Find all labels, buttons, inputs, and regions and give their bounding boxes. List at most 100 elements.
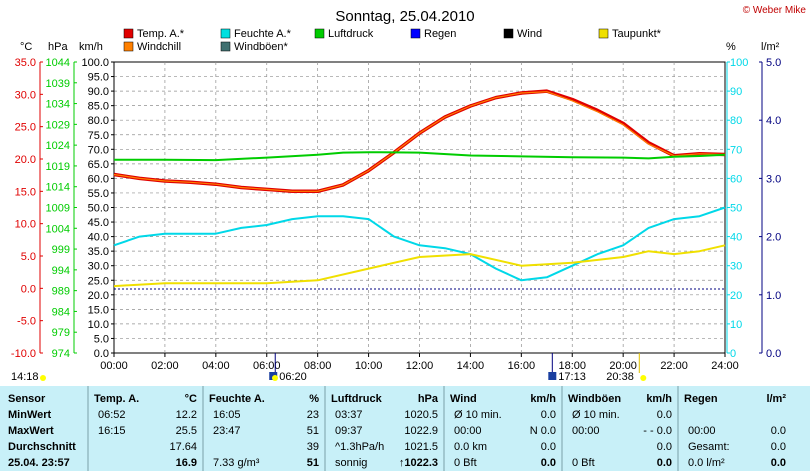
temp-unit-label: °C [20, 41, 32, 53]
table-cell-value: 0.0 [541, 409, 556, 421]
table-header: Regen [684, 393, 718, 405]
table-cell-time: 0 Bft [454, 457, 477, 469]
series-line-feuchte-a [113, 206, 726, 282]
table-cell-time: 0 Bft [572, 457, 595, 469]
temp-tick-label: 20.0 [15, 154, 36, 166]
table-cell-value: 51 [307, 457, 319, 469]
moon-icon [40, 375, 46, 381]
pressure-tick-label: 1039 [46, 78, 70, 90]
table-row-label: MaxWert [8, 425, 54, 437]
wind-tick-label: 30.0 [88, 261, 109, 273]
pressure-tick-label: 1009 [46, 203, 70, 215]
humidity-tick-label: 10 [730, 319, 742, 331]
wind-tick-label: 55.0 [88, 188, 109, 200]
wind-tick-label: 40.0 [88, 232, 109, 244]
pressure-tick-label: 1034 [46, 99, 70, 111]
table-cell-time: sonnig [335, 457, 367, 469]
axis-ticks: 35.0 30.0 25.0 20.0 15.0 10.0 5.0 0.0 -5.0 -10.0 1… [11, 57, 781, 360]
legend-label: Taupunkt* [612, 28, 662, 40]
table-cell-time: 00:00 [688, 425, 716, 437]
table-cell-value: 1021.5 [404, 441, 438, 453]
table-header: Feuchte A. [209, 393, 265, 405]
table-cell-value: 17.64 [169, 441, 197, 453]
table-cell-time: Ø 10 min. [572, 409, 620, 421]
pressure-tick-label: 974 [52, 348, 70, 360]
legend-swatch [220, 41, 231, 52]
table-cell-value: 0.0 [771, 425, 786, 437]
table-header-unit: km/h [646, 393, 672, 405]
wind-unit-label: km/h [79, 41, 103, 53]
table-header: Wind [450, 393, 477, 405]
rain-tick-label: 2.0 [766, 232, 781, 244]
series-line-luftdruck [114, 151, 726, 162]
wind-tick-label: 75.0 [88, 130, 109, 142]
x-tick-label: 06:00 [253, 360, 281, 372]
table-cell-value: - - 0.0 [643, 425, 672, 437]
legend-label: Luftdruck [328, 28, 374, 40]
legend-label: Feuchte A.* [234, 28, 292, 40]
temp-tick-label: -5.0 [17, 316, 36, 328]
x-tick-label: 22:00 [660, 360, 688, 372]
pressure-tick-label: 1004 [46, 223, 70, 235]
x-tick-label: 04:00 [202, 360, 230, 372]
table-cell-time: 06:52 [98, 409, 126, 421]
x-tick-label: 18:00 [558, 360, 586, 372]
sun-markers: 06:20 17:13 20:38 14:18 [11, 353, 647, 383]
x-tick-label: 02:00 [151, 360, 179, 372]
pressure-tick-label: 989 [52, 286, 70, 298]
table-header-unit: l/m² [766, 393, 786, 405]
x-tick-label: 24:00 [711, 360, 739, 372]
rain-tick-label: 4.0 [766, 115, 781, 127]
x-tick-label: 20:00 [609, 360, 637, 372]
wind-tick-label: 100.0 [81, 57, 109, 69]
humidity-tick-label: 50 [730, 203, 742, 215]
table-background [0, 386, 810, 471]
pressure-tick-label: 1019 [46, 161, 70, 173]
legend-swatch [123, 28, 134, 39]
legend-label: Wind [517, 28, 542, 40]
legend-swatch [220, 28, 231, 39]
table-cell-time: 03:37 [335, 409, 363, 421]
table-cell-time: 09:37 [335, 425, 363, 437]
table-cell-value: 25.5 [176, 425, 197, 437]
table-cell-time: 7.33 g/m³ [213, 457, 260, 469]
table-cell-value: 0.0 [771, 457, 786, 469]
rain-tick-label: 5.0 [766, 57, 781, 69]
table-header-unit: % [309, 393, 319, 405]
table-cell-value: ↑1022.3 [399, 457, 438, 469]
wind-tick-label: 20.0 [88, 290, 109, 302]
table-cell-time: 23:47 [213, 425, 241, 437]
wind-tick-label: 5.0 [94, 333, 109, 345]
temp-tick-label: 35.0 [15, 57, 36, 69]
pressure-tick-label: 979 [52, 327, 70, 339]
table-cell-value: 1020.5 [404, 409, 438, 421]
sun-icon [272, 375, 278, 381]
legend-swatch [410, 28, 421, 39]
pressure-tick-label: 1014 [46, 182, 70, 194]
pressure-tick-label: 999 [52, 244, 70, 256]
table-cell-value: 0.0 [541, 457, 556, 469]
humidity-tick-label: 70 [730, 144, 742, 156]
table-cell-value: 39 [307, 441, 319, 453]
pressure-tick-label: 1044 [46, 57, 70, 69]
rain-tick-label: 1.0 [766, 290, 781, 302]
table-header: Temp. A. [94, 393, 139, 405]
statistics-table: Sensor Temp. A. °C Feuchte A.% Luftdruck hPa W… [0, 386, 810, 471]
temp-tick-label: 25.0 [15, 122, 36, 134]
rain-unit-label: l/m² [761, 41, 780, 53]
table-header: Windböen [568, 393, 621, 405]
legend-swatch [503, 28, 514, 39]
x-tick-label: 16:00 [508, 360, 536, 372]
table-cell-time: 00:00 [454, 425, 482, 437]
wind-tick-label: 45.0 [88, 217, 109, 229]
pressure-tick-label: 1024 [46, 140, 70, 152]
temp-tick-label: 15.0 [15, 186, 36, 198]
wind-tick-label: 65.0 [88, 159, 109, 171]
humidity-tick-label: 30 [730, 261, 742, 273]
x-tick-label: 10:00 [355, 360, 383, 372]
table-cell-value: N 0.0 [530, 425, 556, 437]
wind-tick-label: 80.0 [88, 115, 109, 127]
table-cell-value: 0.0 [657, 457, 672, 469]
table-cell-value: 0.0 [771, 441, 786, 453]
